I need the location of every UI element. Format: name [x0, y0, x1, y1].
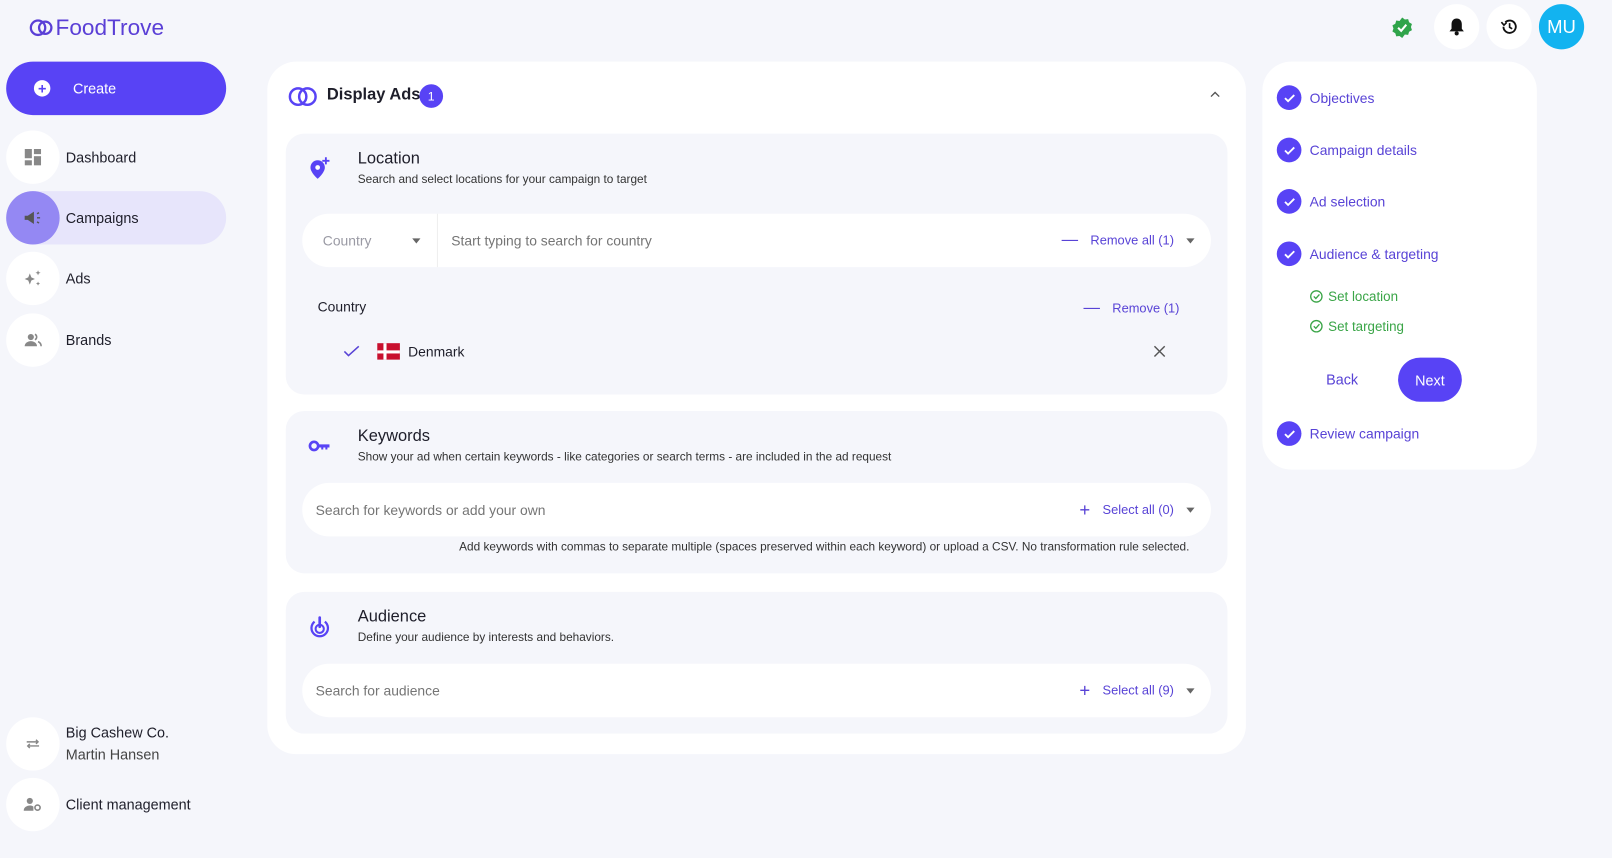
- notifications-button[interactable]: [1434, 4, 1480, 50]
- bell-icon: [1449, 18, 1464, 36]
- history-button[interactable]: [1486, 4, 1532, 50]
- megaphone-icon: [24, 211, 41, 224]
- close-icon[interactable]: [1153, 345, 1166, 358]
- remove-all-button[interactable]: — Remove all (1): [1062, 231, 1195, 249]
- check-circle-icon: [1276, 241, 1302, 267]
- keywords-title: Keywords: [357, 427, 430, 445]
- dashboard-icon: [24, 148, 42, 166]
- country-search-input[interactable]: [437, 232, 1062, 249]
- sidebar-item-ads[interactable]: Ads: [6, 251, 226, 306]
- minus-icon: —: [1083, 299, 1100, 317]
- step-objectives[interactable]: Objectives: [1276, 85, 1374, 110]
- audience-search-bar: +Select all (9): [302, 663, 1211, 718]
- caret-down-icon: [1186, 687, 1195, 694]
- keywords-hint: Add keywords with commas to separate mul…: [459, 541, 1190, 554]
- sidebar-item-client-management[interactable]: Client management: [6, 777, 226, 832]
- next-button[interactable]: Next: [1398, 357, 1462, 402]
- key-icon: [308, 440, 330, 452]
- denmark-flag-icon: [377, 343, 400, 360]
- substep-set-location[interactable]: Set location: [1310, 289, 1398, 304]
- step-ad-selection[interactable]: Ad selection: [1276, 189, 1385, 214]
- country-group-label: Country: [317, 299, 367, 315]
- audience-subtitle: Define your audience by interests and be…: [357, 631, 615, 645]
- sidebar-item-campaigns[interactable]: Campaigns: [6, 191, 227, 245]
- step-audience-targeting[interactable]: Audience & targeting: [1276, 241, 1439, 267]
- history-icon: [1500, 19, 1517, 34]
- minus-icon: —: [1061, 231, 1079, 249]
- location-subtitle: Search and select locations for your cam…: [357, 173, 647, 186]
- sparkle-icon: [24, 270, 41, 286]
- logo[interactable]: FoodTrove: [29, 14, 164, 41]
- audience-select-all-button[interactable]: + Select all (9): [1079, 679, 1195, 702]
- keywords-section: Keywords Show your ad when certain keywo…: [285, 411, 1228, 574]
- check-icon: [343, 345, 360, 357]
- location-name: Denmark: [408, 343, 465, 360]
- people-icon: [24, 333, 42, 347]
- plus-icon: +: [1079, 498, 1091, 520]
- chevron-up-icon[interactable]: [1210, 91, 1220, 98]
- count-badge: 1: [419, 84, 444, 108]
- display-ads-icon: [288, 87, 317, 107]
- audience-search-input[interactable]: [302, 682, 1080, 699]
- location-search-bar: Country —Remove all (1): [302, 213, 1211, 268]
- location-title: Location: [357, 150, 420, 168]
- sidebar-item-brands[interactable]: Brands: [6, 313, 226, 367]
- keywords-search-bar: +Select all (0): [302, 482, 1211, 537]
- sidebar-item-dashboard[interactable]: Dashboard: [6, 130, 226, 184]
- steps-panel: Objectives Campaign details Ad selection…: [1262, 61, 1537, 470]
- avatar[interactable]: MU: [1538, 4, 1585, 50]
- location-type-select[interactable]: Country: [302, 213, 438, 268]
- remove-group-button[interactable]: — Remove (1): [1083, 299, 1180, 317]
- swap-icon: [26, 739, 40, 749]
- verified-badge-icon[interactable]: [1391, 16, 1414, 39]
- target-icon: [310, 616, 330, 638]
- logo-text: FoodTrove: [55, 14, 165, 41]
- selected-location-row: Denmark: [343, 339, 1166, 364]
- plus-icon: +: [1079, 679, 1091, 701]
- substep-set-targeting[interactable]: Set targeting: [1310, 319, 1404, 334]
- create-button[interactable]: + Create: [6, 61, 227, 116]
- check-circle-icon: [1276, 137, 1302, 163]
- user-settings-icon: [23, 797, 41, 812]
- display-ads-card: Display Ads 1 Location Search and select…: [267, 61, 1246, 755]
- account-switcher[interactable]: Big Cashew Co. Martin Hansen: [6, 717, 226, 771]
- step-review-campaign[interactable]: Review campaign: [1276, 421, 1419, 446]
- check-outline-icon: [1310, 290, 1323, 303]
- account-user: Martin Hansen: [65, 745, 160, 763]
- check-circle-icon: [1276, 85, 1302, 110]
- location-pin-icon: [310, 157, 330, 179]
- caret-down-icon: [412, 237, 421, 244]
- caret-down-icon: [1186, 237, 1195, 244]
- keywords-subtitle: Show your ad when certain keywords - lik…: [357, 451, 892, 464]
- keywords-select-all-button[interactable]: + Select all (0): [1079, 498, 1195, 521]
- check-outline-icon: [1310, 319, 1323, 333]
- plus-circle-icon: +: [33, 80, 51, 97]
- back-button[interactable]: Back: [1326, 370, 1359, 388]
- account-company: Big Cashew Co.: [65, 724, 169, 741]
- step-campaign-details[interactable]: Campaign details: [1276, 137, 1417, 163]
- page-title: Display Ads: [326, 86, 421, 104]
- check-circle-icon: [1276, 421, 1302, 446]
- location-section: Location Search and select locations for…: [285, 133, 1228, 395]
- caret-down-icon: [1186, 507, 1195, 513]
- audience-title: Audience: [357, 608, 427, 626]
- keywords-search-input[interactable]: [302, 501, 1080, 518]
- logo-icon: [29, 19, 53, 37]
- check-circle-icon: [1276, 189, 1302, 214]
- audience-section: Audience Define your audience by interes…: [285, 591, 1228, 734]
